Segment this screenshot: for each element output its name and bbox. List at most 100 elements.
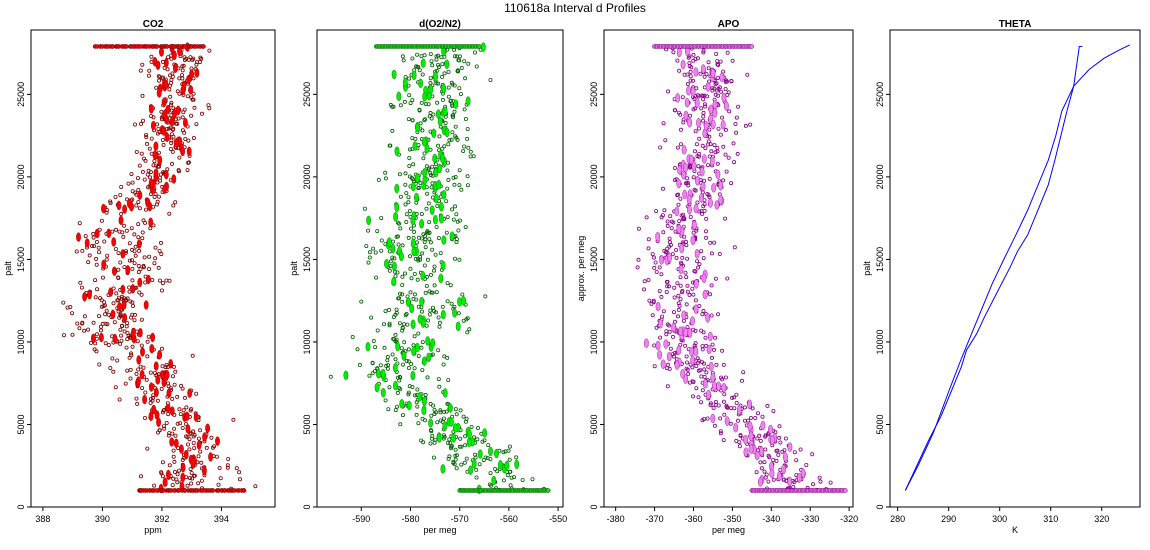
data-point	[237, 470, 242, 475]
y-tick-label: 10000	[875, 329, 885, 354]
data-point	[147, 254, 152, 259]
data-point	[675, 281, 680, 286]
data-point	[462, 460, 467, 465]
data-point	[459, 66, 464, 71]
panel-title: d(O2/N2)	[419, 19, 461, 30]
data-point	[415, 404, 420, 409]
data-point	[143, 207, 148, 212]
data-point	[704, 370, 709, 375]
data-point	[679, 142, 684, 147]
data-point	[475, 425, 480, 430]
data-cluster	[706, 390, 711, 400]
data-cluster	[410, 215, 416, 226]
data-point	[436, 377, 441, 382]
data-point	[175, 421, 180, 426]
data-point	[385, 366, 390, 371]
data-point	[440, 97, 445, 102]
data-point	[390, 239, 395, 244]
y-tick-label: 15000	[589, 247, 599, 272]
data-point	[79, 285, 84, 290]
data-cluster	[180, 463, 186, 473]
data-cluster	[425, 336, 431, 346]
data-point	[388, 259, 393, 264]
data-point	[130, 300, 135, 305]
data-point	[713, 335, 718, 340]
data-cluster	[166, 388, 172, 398]
data-point	[160, 281, 165, 286]
data-point	[661, 309, 666, 314]
data-point	[687, 380, 692, 385]
data-point	[715, 76, 720, 81]
y-tick-label: 0	[16, 504, 26, 509]
data-point	[169, 161, 174, 166]
data-point	[144, 141, 149, 146]
data-point	[164, 278, 169, 283]
data-point	[684, 275, 689, 280]
data-cluster	[679, 243, 685, 254]
bottom-level-point	[210, 488, 216, 493]
data-point	[411, 177, 416, 182]
data-point	[675, 145, 680, 150]
data-point	[425, 257, 430, 262]
plot-area	[61, 42, 258, 494]
data-point	[416, 304, 421, 309]
data-point	[694, 142, 699, 147]
data-point	[130, 303, 135, 308]
plot-frame	[316, 29, 564, 508]
data-cluster	[444, 127, 450, 138]
data-point	[682, 72, 687, 77]
data-point	[391, 104, 396, 109]
data-point	[446, 85, 451, 90]
data-point	[159, 386, 164, 391]
data-point	[94, 349, 99, 354]
data-point	[719, 375, 724, 380]
data-cluster	[118, 215, 124, 226]
data-point	[100, 275, 105, 280]
data-cluster	[411, 246, 417, 257]
data-point	[451, 175, 456, 180]
data-cluster	[747, 421, 753, 431]
data-point	[456, 311, 461, 316]
data-point	[406, 347, 411, 352]
data-point	[671, 334, 676, 339]
data-point	[445, 299, 450, 304]
data-cluster	[769, 468, 775, 479]
data-point	[463, 117, 468, 122]
data-point	[713, 402, 718, 407]
data-point	[449, 301, 454, 306]
data-cluster	[440, 260, 446, 271]
data-cluster	[452, 423, 458, 433]
data-point	[441, 416, 446, 421]
data-cluster	[781, 464, 786, 474]
data-cluster	[173, 138, 179, 148]
data-point	[727, 109, 732, 114]
data-cluster	[410, 238, 416, 249]
data-point	[411, 343, 416, 348]
data-point	[678, 283, 683, 288]
data-point	[415, 387, 420, 392]
data-point	[419, 236, 424, 241]
data-point	[218, 476, 223, 481]
data-cluster	[116, 200, 122, 211]
y-tick-label: 20000	[302, 164, 312, 189]
data-point	[142, 177, 147, 182]
data-point	[420, 251, 425, 256]
data-point	[146, 185, 151, 190]
data-point	[701, 97, 706, 102]
data-cluster	[421, 396, 427, 406]
data-point	[698, 368, 703, 373]
bottom-level-point	[546, 488, 551, 493]
data-point	[459, 462, 464, 467]
data-point	[446, 142, 451, 147]
data-cluster	[687, 117, 692, 128]
data-point	[152, 159, 157, 164]
data-point	[450, 113, 455, 118]
data-point	[714, 362, 719, 367]
data-point	[766, 479, 771, 484]
data-point	[217, 465, 222, 470]
data-point	[163, 365, 168, 370]
data-point	[65, 305, 70, 310]
data-point	[712, 240, 717, 245]
data-point	[425, 375, 430, 380]
y-tick-label: 15000	[16, 247, 26, 272]
